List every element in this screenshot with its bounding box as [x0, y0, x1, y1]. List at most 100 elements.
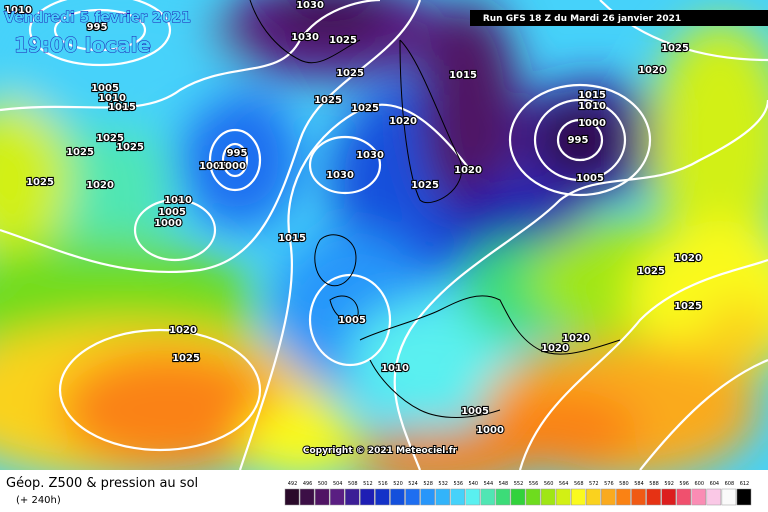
legend-swatch: [616, 488, 631, 506]
isobar-label: 1000: [218, 161, 246, 172]
isobar-label: 1005: [199, 161, 227, 172]
legend-swatch: [555, 488, 571, 506]
legend-swatch: [706, 488, 722, 506]
legend-value: 548: [499, 481, 509, 487]
legend-swatch: [570, 488, 586, 506]
run-label: Run GFS 18 Z du Mardi 26 janvier 2021: [483, 14, 681, 24]
legend-swatch: [450, 488, 466, 506]
legend-value: 600: [695, 481, 705, 487]
legend-value: 584: [634, 481, 644, 487]
legend-swatch: [661, 488, 676, 506]
isobar-label: 1025: [674, 301, 702, 312]
legend-swatch: [495, 488, 511, 506]
legend-value: 576: [604, 481, 614, 487]
legend-swatch: [691, 488, 707, 506]
coastlines: [249, 0, 621, 418]
legend-value: 524: [408, 481, 418, 487]
isobar-label: 1025: [661, 43, 689, 54]
isobar-label: 1005: [338, 315, 366, 326]
legend-swatch: [646, 488, 661, 506]
legend-swatch: [299, 488, 315, 506]
isobar-label: 1025: [172, 353, 200, 364]
isobar-label: 1020: [541, 343, 569, 354]
legend-swatch: [525, 488, 541, 506]
isobar-label: 1010: [4, 5, 32, 16]
legend-value: 496: [303, 481, 313, 487]
legend-value: 512: [363, 481, 373, 487]
isobar-label: 1020: [86, 180, 114, 191]
isobar-label: 1015: [278, 233, 306, 244]
legend-value: 588: [649, 481, 659, 487]
legend-swatch: [375, 488, 390, 506]
colorbar: 492 496 500 504 508 512 516 520 524 528 532 536 540 5…: [284, 481, 752, 506]
isobar-label: 1020: [638, 65, 666, 76]
legend-title: Géop. Z500 & pression au sol: [6, 476, 198, 491]
isobar-label: 1025: [96, 133, 124, 144]
isobar-label: 1015: [578, 90, 606, 101]
legend-swatch: [586, 488, 601, 506]
isobar-label: 1030: [296, 0, 324, 11]
isobar-label: 1020: [389, 116, 417, 127]
legend-swatch: [540, 488, 556, 506]
isobar-label: 1025: [351, 103, 379, 114]
isobar-label: 1025: [336, 68, 364, 79]
legend-value: 500: [318, 481, 328, 487]
legend-value: 504: [333, 481, 343, 487]
legend-value: 568: [574, 481, 584, 487]
legend-swatch: [465, 488, 481, 506]
legend-value: 604: [710, 481, 720, 487]
legend-swatch: [420, 488, 435, 506]
isobar-label: 1000: [578, 118, 606, 129]
isobar-label: 1005: [461, 406, 489, 417]
legend-value: 572: [589, 481, 599, 487]
time-label: 19:00 locale: [14, 33, 151, 57]
legend-value: 556: [529, 481, 539, 487]
legend-value: 508: [348, 481, 358, 487]
isobar-label: 1015: [449, 70, 477, 81]
date-label: Vendredi 5 fevrier 2021: [4, 10, 191, 26]
legend-value: 580: [619, 481, 629, 487]
isobar-label: 1020: [674, 253, 702, 264]
isobar-label: 1030: [356, 150, 384, 161]
legend-value: 560: [544, 481, 554, 487]
legend-swatch: [721, 488, 737, 506]
legend-swatch: [360, 488, 375, 506]
legend-swatch: [480, 488, 496, 506]
isobar-label: 1010: [578, 101, 606, 112]
isobar-label: 1005: [91, 83, 119, 94]
legend-value: 492: [288, 481, 298, 487]
isobar-label: 1030: [326, 170, 354, 181]
isobar-label: 1015: [108, 102, 136, 113]
legend-swatch: [435, 488, 450, 506]
legend-value: 528: [423, 481, 433, 487]
legend-value: 612: [740, 481, 750, 487]
isobar-label: 1010: [164, 195, 192, 206]
isobar-label: 1025: [26, 177, 54, 188]
legend-swatch: [405, 488, 420, 506]
legend-swatch: [601, 488, 616, 506]
legend-swatch: [314, 488, 330, 506]
legend-swatch: [345, 488, 360, 506]
legend-value: 608: [725, 481, 735, 487]
legend-subtitle: (+ 240h): [16, 495, 61, 506]
isobar-label: 1000: [154, 218, 182, 229]
isobar-label: 1010: [98, 93, 126, 104]
isobar-label: 995: [227, 148, 248, 159]
isobar-label: 1020: [169, 325, 197, 336]
legend-value: 536: [453, 481, 463, 487]
legend-value: 532: [438, 481, 448, 487]
isobar-label: 1030: [291, 32, 319, 43]
legend-swatch: [329, 488, 345, 506]
isobar-label: 1005: [576, 173, 604, 184]
isobars: [0, 0, 768, 470]
copyright: Copyright © 2021 Meteociel.fr: [303, 446, 458, 456]
legend-swatch: [631, 488, 646, 506]
isobar-label: 1025: [411, 180, 439, 191]
isobar-label: 1005: [158, 207, 186, 218]
legend-swatch: [736, 488, 752, 506]
legend-swatch: [390, 488, 405, 506]
